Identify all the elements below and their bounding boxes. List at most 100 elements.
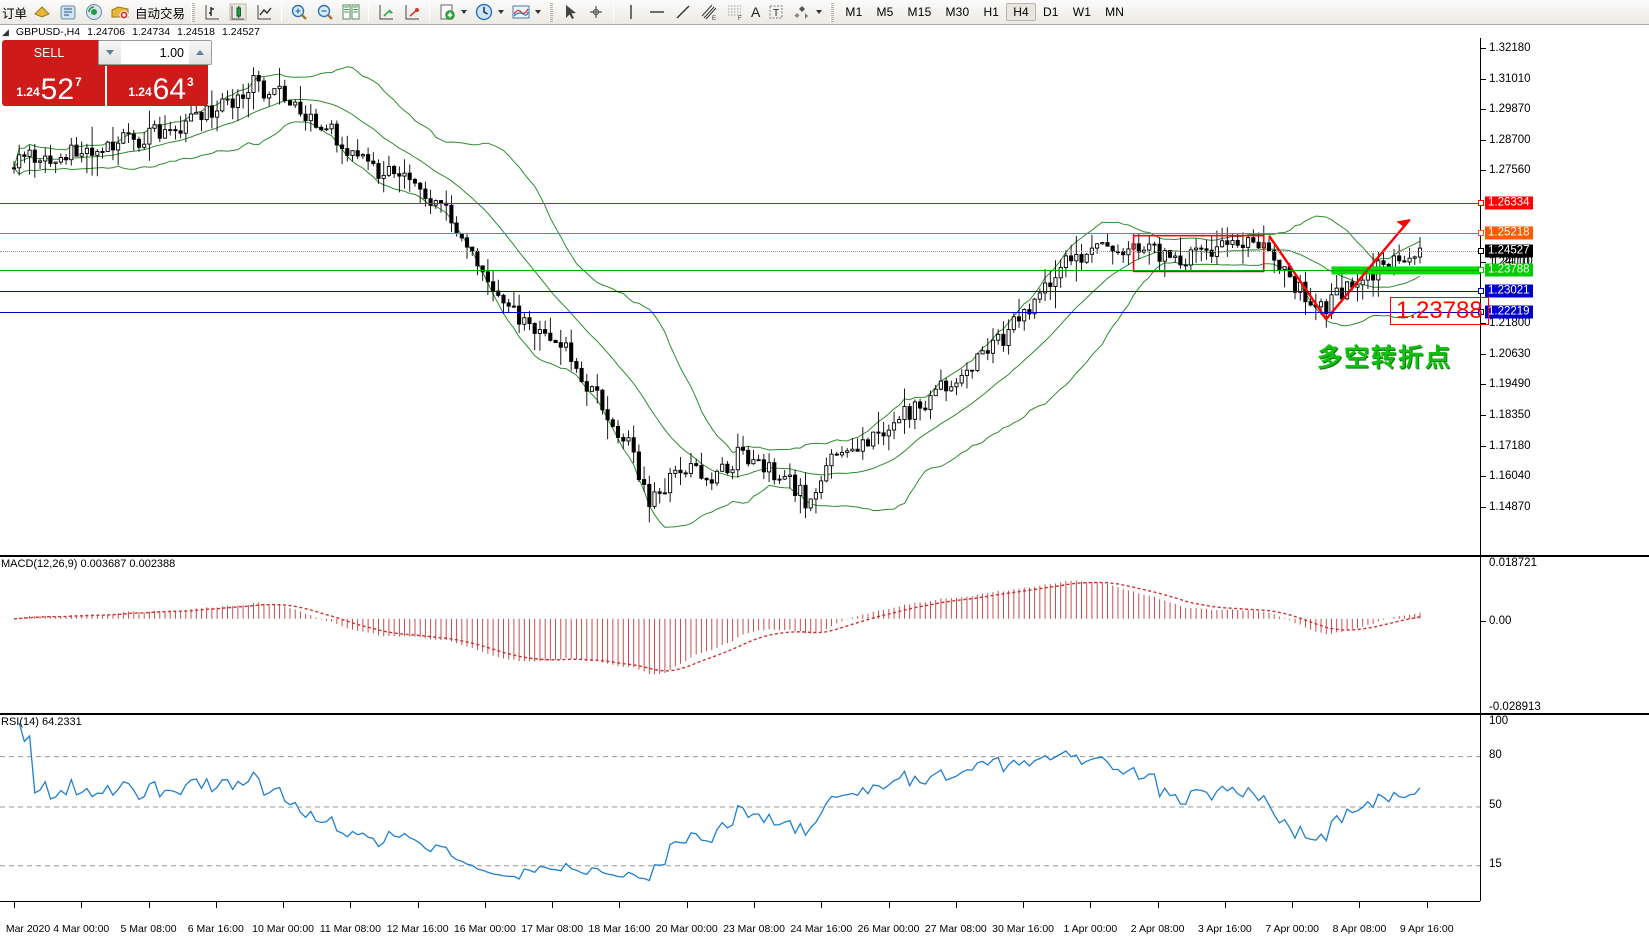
price-tag[interactable]: 1.25218 (1485, 226, 1533, 240)
volume-stepper[interactable]: 1.00 (98, 40, 212, 65)
equidistant-channel-icon[interactable]: E (696, 1, 722, 24)
horizontal-price-line[interactable] (0, 270, 1480, 272)
text-label-icon[interactable]: T (763, 1, 789, 24)
macd-title: MACD(12,26,9) 0.003687 0.002388 (1, 558, 176, 570)
macd-scale[interactable]: 0.018721 0.00 -0.028913 (1481, 555, 1649, 713)
candle-body (949, 386, 954, 392)
price-tag[interactable]: 1.24527 (1485, 244, 1533, 258)
price-scale[interactable]: 1.32180 1.31010 1.29870 1.28700 1.27560 1.241… (1478, 38, 1649, 555)
vertical-line-icon[interactable] (618, 1, 644, 24)
bar-chart-icon[interactable] (199, 1, 225, 24)
reversal-trendline[interactable] (1268, 218, 1411, 322)
signal-icon[interactable] (81, 1, 107, 24)
candle-body (1204, 248, 1209, 251)
price-tag[interactable]: 1.23021 (1485, 284, 1533, 298)
indicators-dropdown-icon[interactable] (535, 10, 542, 14)
new-chart-dropdown-icon[interactable] (461, 10, 468, 14)
timeframe-m5[interactable]: M5 (876, 5, 894, 19)
horizontal-price-line[interactable] (0, 232, 1480, 234)
zoom-in-icon[interactable] (286, 1, 312, 24)
line-chart-icon[interactable] (251, 1, 277, 24)
price-line-handle[interactable] (1478, 267, 1484, 274)
price-tag[interactable]: 1.23788 (1485, 263, 1533, 277)
period-icon[interactable] (471, 1, 497, 24)
auto-scroll-icon[interactable] (399, 1, 425, 24)
cursor-icon[interactable] (557, 1, 583, 24)
price-line-handle[interactable] (1478, 229, 1484, 236)
chart-shift-icon[interactable] (373, 1, 399, 24)
market-watch-icon[interactable] (29, 1, 55, 24)
navigator-icon[interactable] (55, 1, 81, 24)
chart-scroll-icon[interactable]: ◢ (2, 26, 9, 37)
new-chart-icon[interactable] (434, 1, 460, 24)
candle-body (1016, 316, 1022, 322)
timeframe-h1[interactable]: H1 (983, 5, 1000, 19)
price-line-handle[interactable] (1478, 199, 1484, 206)
horizontal-price-line[interactable] (0, 202, 1480, 204)
timeframe-w1[interactable]: W1 (1072, 5, 1092, 19)
toolbar-grip-2[interactable] (549, 2, 554, 22)
rsi-scale[interactable]: 100 80 50 15 (1481, 713, 1649, 901)
period-dropdown-icon[interactable] (498, 10, 505, 14)
candle-body (287, 100, 293, 106)
time-axis[interactable]: Mar 2020 4 Mar 00:00 5 Mar 08:00 6 Mar 16:0… (0, 901, 1649, 947)
rsi-plot[interactable] (0, 715, 1480, 901)
candle-body (626, 437, 631, 442)
horizontal-price-line[interactable] (0, 290, 1480, 292)
price-line-handle[interactable] (1478, 287, 1484, 294)
price-tag[interactable]: 1.26334 (1485, 196, 1533, 210)
volume-decrease-button[interactable] (99, 41, 121, 64)
price-pane[interactable]: 1.32180 1.31010 1.29870 1.28700 1.27560 1.241… (0, 38, 1649, 555)
chart-area[interactable]: 1.32180 1.31010 1.29870 1.28700 1.27560 1.241… (0, 38, 1649, 947)
shapes-dropdown-icon[interactable] (816, 10, 823, 14)
horizontal-price-line[interactable] (0, 312, 1480, 313)
one-click-trading-panel[interactable]: SELL 1.24 52 7 BUY 1.24 64 3 1.00 (2, 40, 212, 106)
autotrade-button[interactable]: 自动交易 (135, 6, 186, 21)
candle-body (1256, 241, 1261, 249)
timeframe-m30[interactable]: M30 (945, 5, 970, 19)
timeframe-d1[interactable]: D1 (1042, 5, 1059, 19)
candle-body (532, 323, 537, 334)
toolbar-grip-3[interactable] (830, 2, 835, 22)
volume-increase-button[interactable] (189, 41, 211, 64)
orders-button[interactable]: 订单 (2, 6, 28, 21)
price-plot[interactable] (0, 38, 1480, 555)
chinese-annotation[interactable]: 多空转折点 (1317, 343, 1453, 372)
candle-body (1412, 256, 1417, 259)
trendline-icon[interactable] (670, 1, 696, 24)
candle-body (480, 265, 485, 273)
crosshair-icon[interactable] (583, 1, 609, 24)
price-callout-box[interactable]: 1.23788 (1390, 297, 1489, 325)
sell-button[interactable]: SELL (33, 46, 65, 60)
time-tick-label: 20 Mar 00:00 (655, 923, 718, 935)
macd-plot[interactable] (0, 557, 1480, 713)
text-icon[interactable]: A (751, 4, 761, 20)
candle-body (402, 172, 407, 177)
volume-value[interactable]: 1.00 (159, 45, 184, 60)
price-tag[interactable]: 1.22219 (1485, 305, 1533, 319)
candle-body (1001, 333, 1006, 346)
autotrade-icon[interactable] (107, 1, 133, 24)
timeframe-m1[interactable]: M1 (845, 5, 863, 19)
candle-body (1152, 243, 1157, 246)
candle-body (923, 407, 928, 411)
candle-body (756, 459, 761, 462)
svg-text:F: F (738, 16, 742, 22)
candlestick-icon[interactable] (225, 1, 251, 24)
timeframe-h4[interactable]: H4 (1006, 3, 1036, 21)
tile-windows-icon[interactable] (338, 1, 364, 24)
timeframe-m15[interactable]: M15 (907, 5, 932, 19)
shapes-icon[interactable] (789, 1, 815, 24)
sell-column[interactable]: SELL 1.24 52 7 (2, 40, 96, 106)
price-line-handle[interactable] (1478, 309, 1484, 315)
rsi-pane[interactable]: RSI(14) 64.2331 100 80 50 15 (0, 713, 1649, 901)
price-line-handle[interactable] (1478, 247, 1484, 254)
macd-pane[interactable]: MACD(12,26,9) 0.003687 0.002388 0.018721… (0, 555, 1649, 713)
horizontal-line-icon[interactable] (644, 1, 670, 24)
zoom-out-icon[interactable] (312, 1, 338, 24)
timeframe-mn[interactable]: MN (1105, 5, 1125, 19)
fibonacci-icon[interactable]: F (722, 1, 748, 24)
toolbar-grip[interactable] (191, 2, 196, 22)
indicators-icon[interactable] (508, 1, 534, 24)
consolidation-rectangle[interactable] (1132, 234, 1265, 273)
